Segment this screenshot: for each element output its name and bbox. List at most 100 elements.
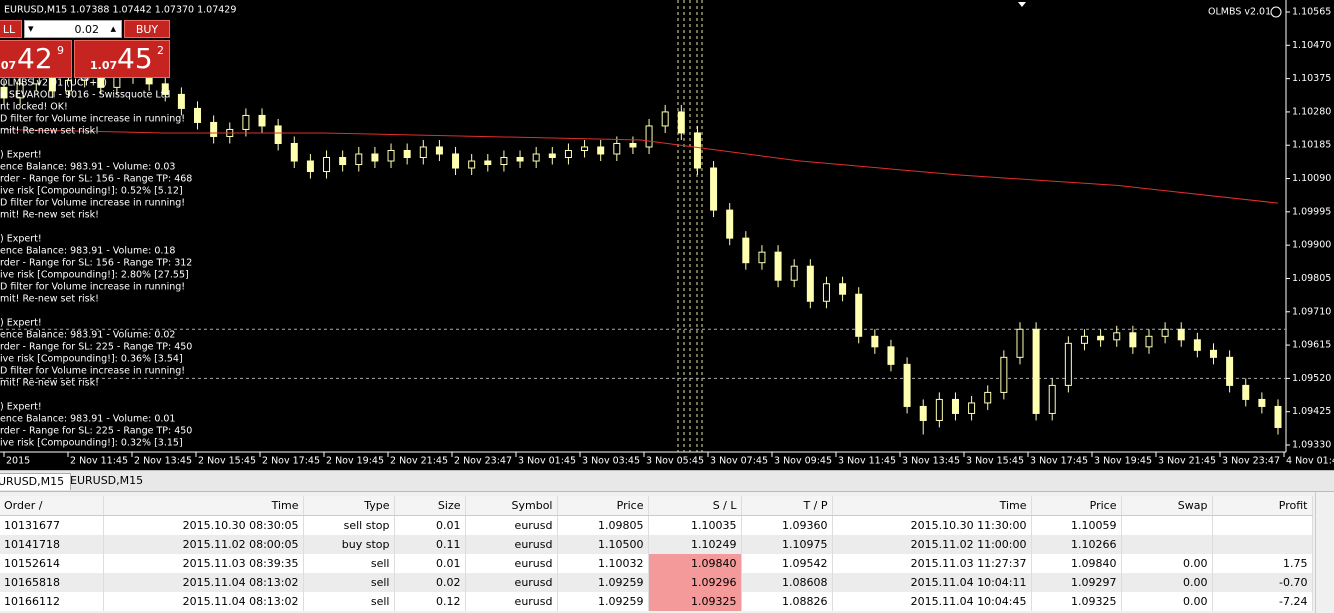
column-header[interactable]: Price <box>557 496 649 516</box>
candle <box>0 80 8 105</box>
cell: eurusd <box>465 592 558 611</box>
cell: 1.09297 <box>1031 573 1122 592</box>
cell: 0.11 <box>394 535 466 554</box>
candle-body <box>1048 384 1056 414</box>
candle-body <box>532 153 540 162</box>
cell: 1.09840 <box>1031 554 1122 573</box>
candle-body <box>693 132 701 169</box>
tab[interactable]: EURUSD,M15 <box>0 473 72 490</box>
candle-body <box>1209 349 1217 358</box>
buy-button[interactable]: BUY <box>124 20 170 38</box>
column-header[interactable]: T / P <box>741 496 833 516</box>
log-line: rder - Range for SL: 156 - Range TP: 312 <box>0 258 192 269</box>
log-line: rder - Range for SL: 225 - Range TP: 450 <box>0 426 192 437</box>
column-header[interactable]: Price <box>1031 496 1122 516</box>
candle <box>339 150 347 172</box>
x-tick-label: 3 Nov 09:45 <box>774 456 832 467</box>
candle <box>968 395 976 421</box>
cell: 2015.11.04 08:13:02 <box>103 573 304 592</box>
scrollbar[interactable] <box>1315 492 1334 613</box>
candle-body <box>403 149 411 159</box>
order-row[interactable]: 10166112 2015.11.04 08:13:02 sell 0.12 eurus… <box>0 592 1313 611</box>
cell: eurusd <box>465 515 558 535</box>
candle <box>758 245 766 270</box>
log-line: rder - Range for SL: 225 - Range TP: 450 <box>0 342 192 353</box>
log-line: ence Balance: 983.91 - Volume: 0.01 <box>0 414 175 425</box>
candle-body <box>855 293 863 337</box>
smiley-icon <box>1270 6 1282 18</box>
cell: -7.24 <box>1212 592 1313 611</box>
column-header[interactable]: Time <box>103 496 304 516</box>
bid-price[interactable]: 1.07 42 9 <box>0 40 72 78</box>
log-line: ) Expert! <box>0 402 42 413</box>
candle-body <box>774 251 782 281</box>
order-row[interactable]: 10131677 2015.10.30 08:30:05 sell stop 0.01… <box>0 515 1313 535</box>
y-tick-label: 1.10090 <box>1292 173 1331 184</box>
candle-body <box>113 76 121 88</box>
log-line: D filter for Volume increase in running! <box>0 198 185 209</box>
tab[interactable]: EURUSD,M15 <box>70 474 144 487</box>
ask-small: 2 <box>157 44 164 57</box>
candle <box>403 143 411 165</box>
candle <box>532 146 540 169</box>
column-header[interactable]: Time <box>832 496 1032 516</box>
shift-marker <box>1018 2 1026 7</box>
candle-body <box>452 153 460 169</box>
order-row[interactable]: 10152614 2015.11.03 08:39:35 sell 0.01 eurus… <box>0 554 1313 573</box>
candle <box>693 125 701 176</box>
candle-body <box>581 146 589 151</box>
candle <box>1145 329 1153 354</box>
candle <box>500 150 508 172</box>
candle <box>1242 378 1250 407</box>
cell: -0.70 <box>1212 573 1313 592</box>
cell: 1.09296 <box>648 573 742 592</box>
candle <box>597 139 605 162</box>
candle-body <box>822 283 830 302</box>
candle-body <box>758 251 766 264</box>
column-header[interactable]: S / L <box>648 496 742 516</box>
y-tick-label: 1.10565 <box>1292 7 1331 18</box>
candle <box>516 150 524 169</box>
y-tick-label: 1.09805 <box>1292 273 1331 284</box>
log-line: mit! Re-new set risk! <box>0 378 99 389</box>
candle-body <box>742 237 750 264</box>
order-row[interactable]: 10165818 2015.11.04 08:13:02 sell 0.02 eurus… <box>0 573 1313 592</box>
candle-body <box>548 153 556 159</box>
cell: eurusd <box>465 554 558 573</box>
candle-body <box>1064 342 1072 386</box>
candle-body <box>435 146 443 155</box>
x-tick-label: 4 Nov 01:45 <box>1286 456 1334 467</box>
candle-body <box>419 146 427 159</box>
candle-body <box>935 398 943 421</box>
candle-body <box>274 125 282 144</box>
candle <box>564 143 572 165</box>
column-header[interactable]: Size <box>394 496 466 516</box>
candle-body <box>500 157 508 166</box>
candle <box>984 385 992 410</box>
column-header[interactable]: Order / <box>0 496 104 516</box>
column-header[interactable]: Swap <box>1121 496 1213 516</box>
candle-body <box>1161 328 1169 337</box>
log-line: ive risk [Compounding!]: 0.52% [5.12] <box>0 186 183 197</box>
sell-button[interactable]: LL <box>0 20 22 38</box>
column-header[interactable]: Profit <box>1212 496 1313 516</box>
volume-input[interactable]: ▾ 0.02 ▴ <box>24 20 122 38</box>
y-tick-label: 1.09520 <box>1292 373 1331 384</box>
cell: sell <box>303 592 395 611</box>
column-header[interactable]: Symbol <box>465 496 558 516</box>
candle <box>1113 325 1121 347</box>
cell: 2015.11.03 08:39:35 <box>103 554 304 573</box>
candle-body <box>564 149 572 159</box>
ask-price[interactable]: 1.07 45 2 <box>74 40 170 78</box>
x-tick-label: 3 Nov 15:45 <box>966 456 1024 467</box>
cell <box>1212 535 1313 554</box>
cell: 1.08826 <box>741 592 833 611</box>
order-row[interactable]: 10141718 2015.11.02 08:00:05 buy stop 0.11 e… <box>0 535 1313 554</box>
candle <box>1177 322 1185 347</box>
candle <box>742 231 750 270</box>
x-tick-label: 2015 <box>6 456 30 467</box>
candle <box>661 104 669 133</box>
column-header[interactable]: Type <box>303 496 395 516</box>
candle-body <box>968 402 976 414</box>
cell: 1.10059 <box>1031 515 1122 535</box>
